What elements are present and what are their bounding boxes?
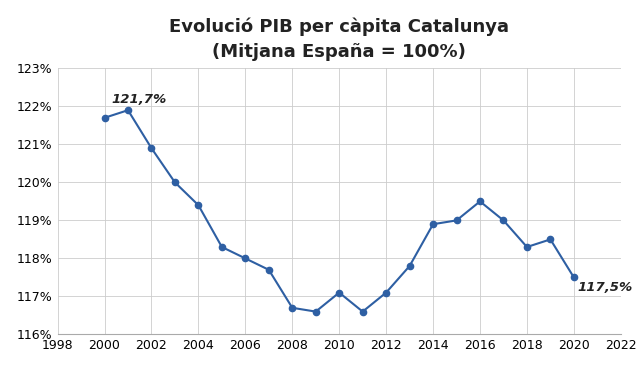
Text: 121,7%: 121,7% [111, 93, 167, 106]
Text: 117,5%: 117,5% [577, 281, 632, 294]
Title: Evolució PIB per càpita Catalunya
(Mitjana España = 100%): Evolució PIB per càpita Catalunya (Mitja… [169, 18, 509, 61]
